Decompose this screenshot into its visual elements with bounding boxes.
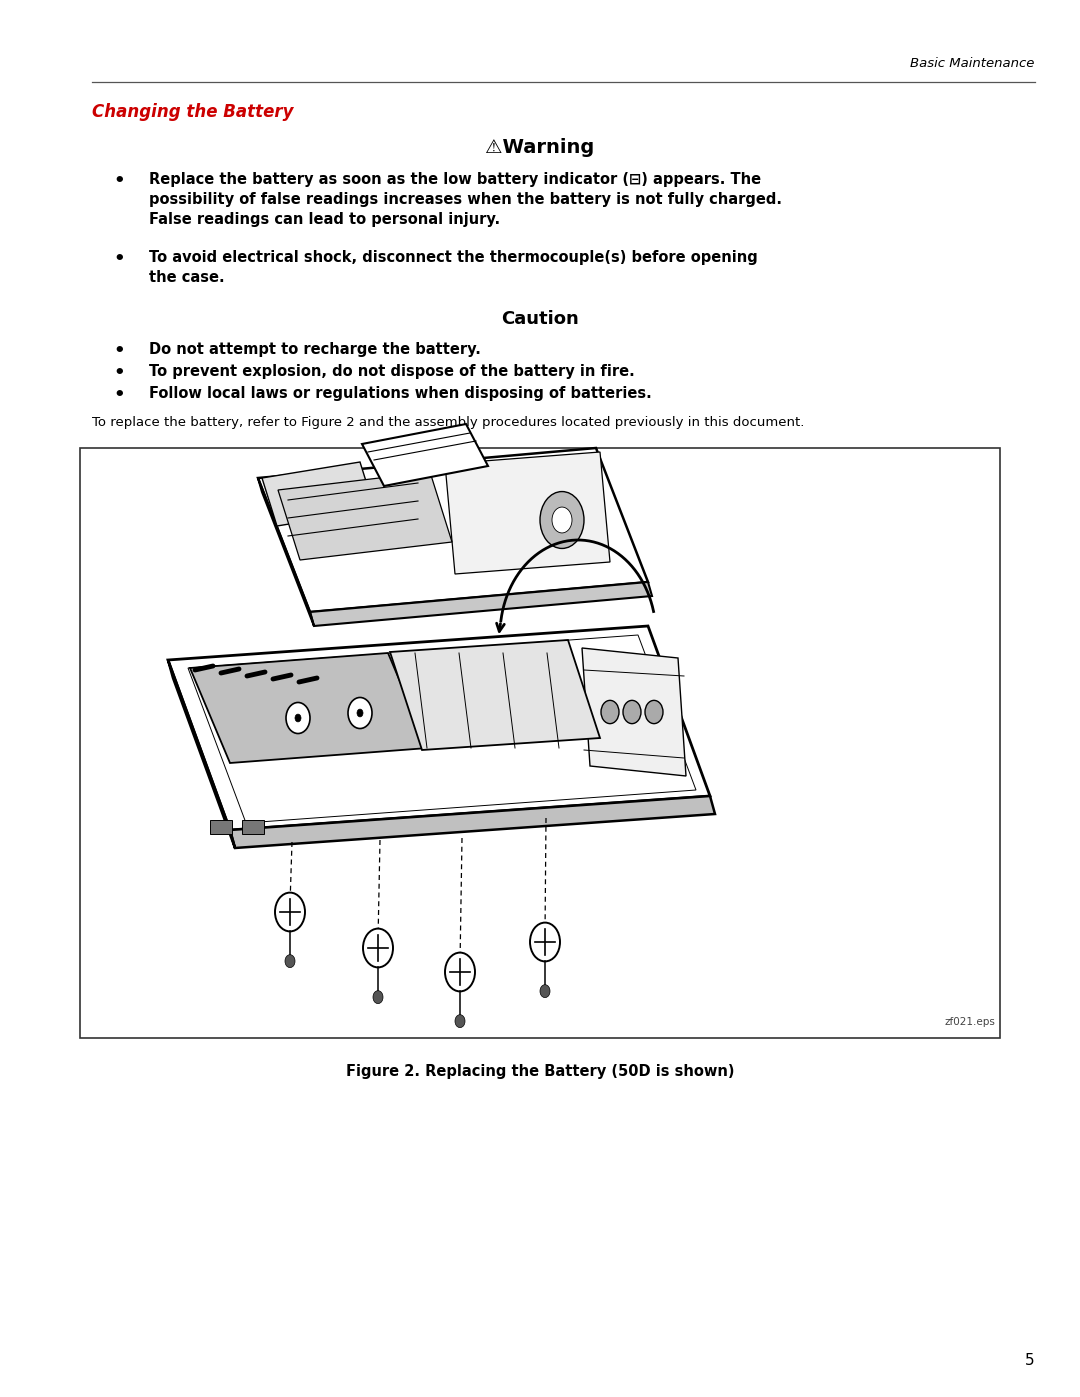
Text: zf021.eps: zf021.eps	[945, 1017, 996, 1027]
Circle shape	[540, 492, 584, 549]
Circle shape	[348, 697, 372, 728]
Polygon shape	[258, 448, 648, 612]
Polygon shape	[168, 626, 710, 830]
Polygon shape	[362, 425, 488, 486]
Text: Figure 2. Replacing the Battery (50D is shown): Figure 2. Replacing the Battery (50D is …	[346, 1065, 734, 1078]
Circle shape	[455, 1014, 465, 1028]
Circle shape	[363, 929, 393, 967]
Text: •: •	[113, 342, 125, 360]
Text: •: •	[113, 365, 125, 381]
Text: Basic Maintenance: Basic Maintenance	[910, 57, 1035, 70]
Polygon shape	[258, 478, 314, 626]
Circle shape	[552, 507, 572, 532]
Bar	[242, 820, 264, 834]
Circle shape	[445, 953, 475, 992]
Polygon shape	[278, 472, 453, 560]
Circle shape	[275, 893, 305, 932]
Polygon shape	[230, 796, 715, 848]
Polygon shape	[445, 453, 610, 574]
Circle shape	[645, 700, 663, 724]
Text: To prevent explosion, do not dispose of the battery in fire.: To prevent explosion, do not dispose of …	[149, 365, 635, 379]
Text: Changing the Battery: Changing the Battery	[92, 103, 294, 122]
Text: 5: 5	[1025, 1354, 1035, 1368]
Circle shape	[373, 990, 383, 1003]
Text: ⚠Warning: ⚠Warning	[485, 138, 595, 156]
Circle shape	[285, 954, 295, 968]
Text: To replace the battery, refer to Figure 2 and the assembly procedures located pr: To replace the battery, refer to Figure …	[92, 416, 805, 429]
Bar	[80, 448, 1000, 1038]
Polygon shape	[310, 583, 652, 626]
Circle shape	[286, 703, 310, 733]
Polygon shape	[582, 648, 686, 775]
Text: Follow local laws or regulations when disposing of batteries.: Follow local laws or regulations when di…	[149, 386, 652, 401]
Polygon shape	[262, 462, 375, 527]
Circle shape	[540, 985, 550, 997]
Text: •: •	[113, 172, 125, 190]
Circle shape	[295, 714, 301, 722]
Polygon shape	[168, 659, 235, 848]
Circle shape	[357, 710, 363, 717]
Bar	[210, 820, 232, 834]
Circle shape	[600, 700, 619, 724]
Text: To avoid electrical shock, disconnect the thermocouple(s) before opening
the cas: To avoid electrical shock, disconnect th…	[149, 250, 758, 285]
Text: •: •	[113, 386, 125, 404]
Circle shape	[530, 922, 561, 961]
Circle shape	[623, 700, 642, 724]
Text: Caution: Caution	[501, 310, 579, 328]
Text: •: •	[113, 250, 125, 268]
Text: Replace the battery as soon as the low battery indicator (⊟) appears. The
possib: Replace the battery as soon as the low b…	[149, 172, 782, 226]
Polygon shape	[390, 640, 600, 750]
Polygon shape	[190, 652, 428, 763]
Text: Do not attempt to recharge the battery.: Do not attempt to recharge the battery.	[149, 342, 481, 358]
